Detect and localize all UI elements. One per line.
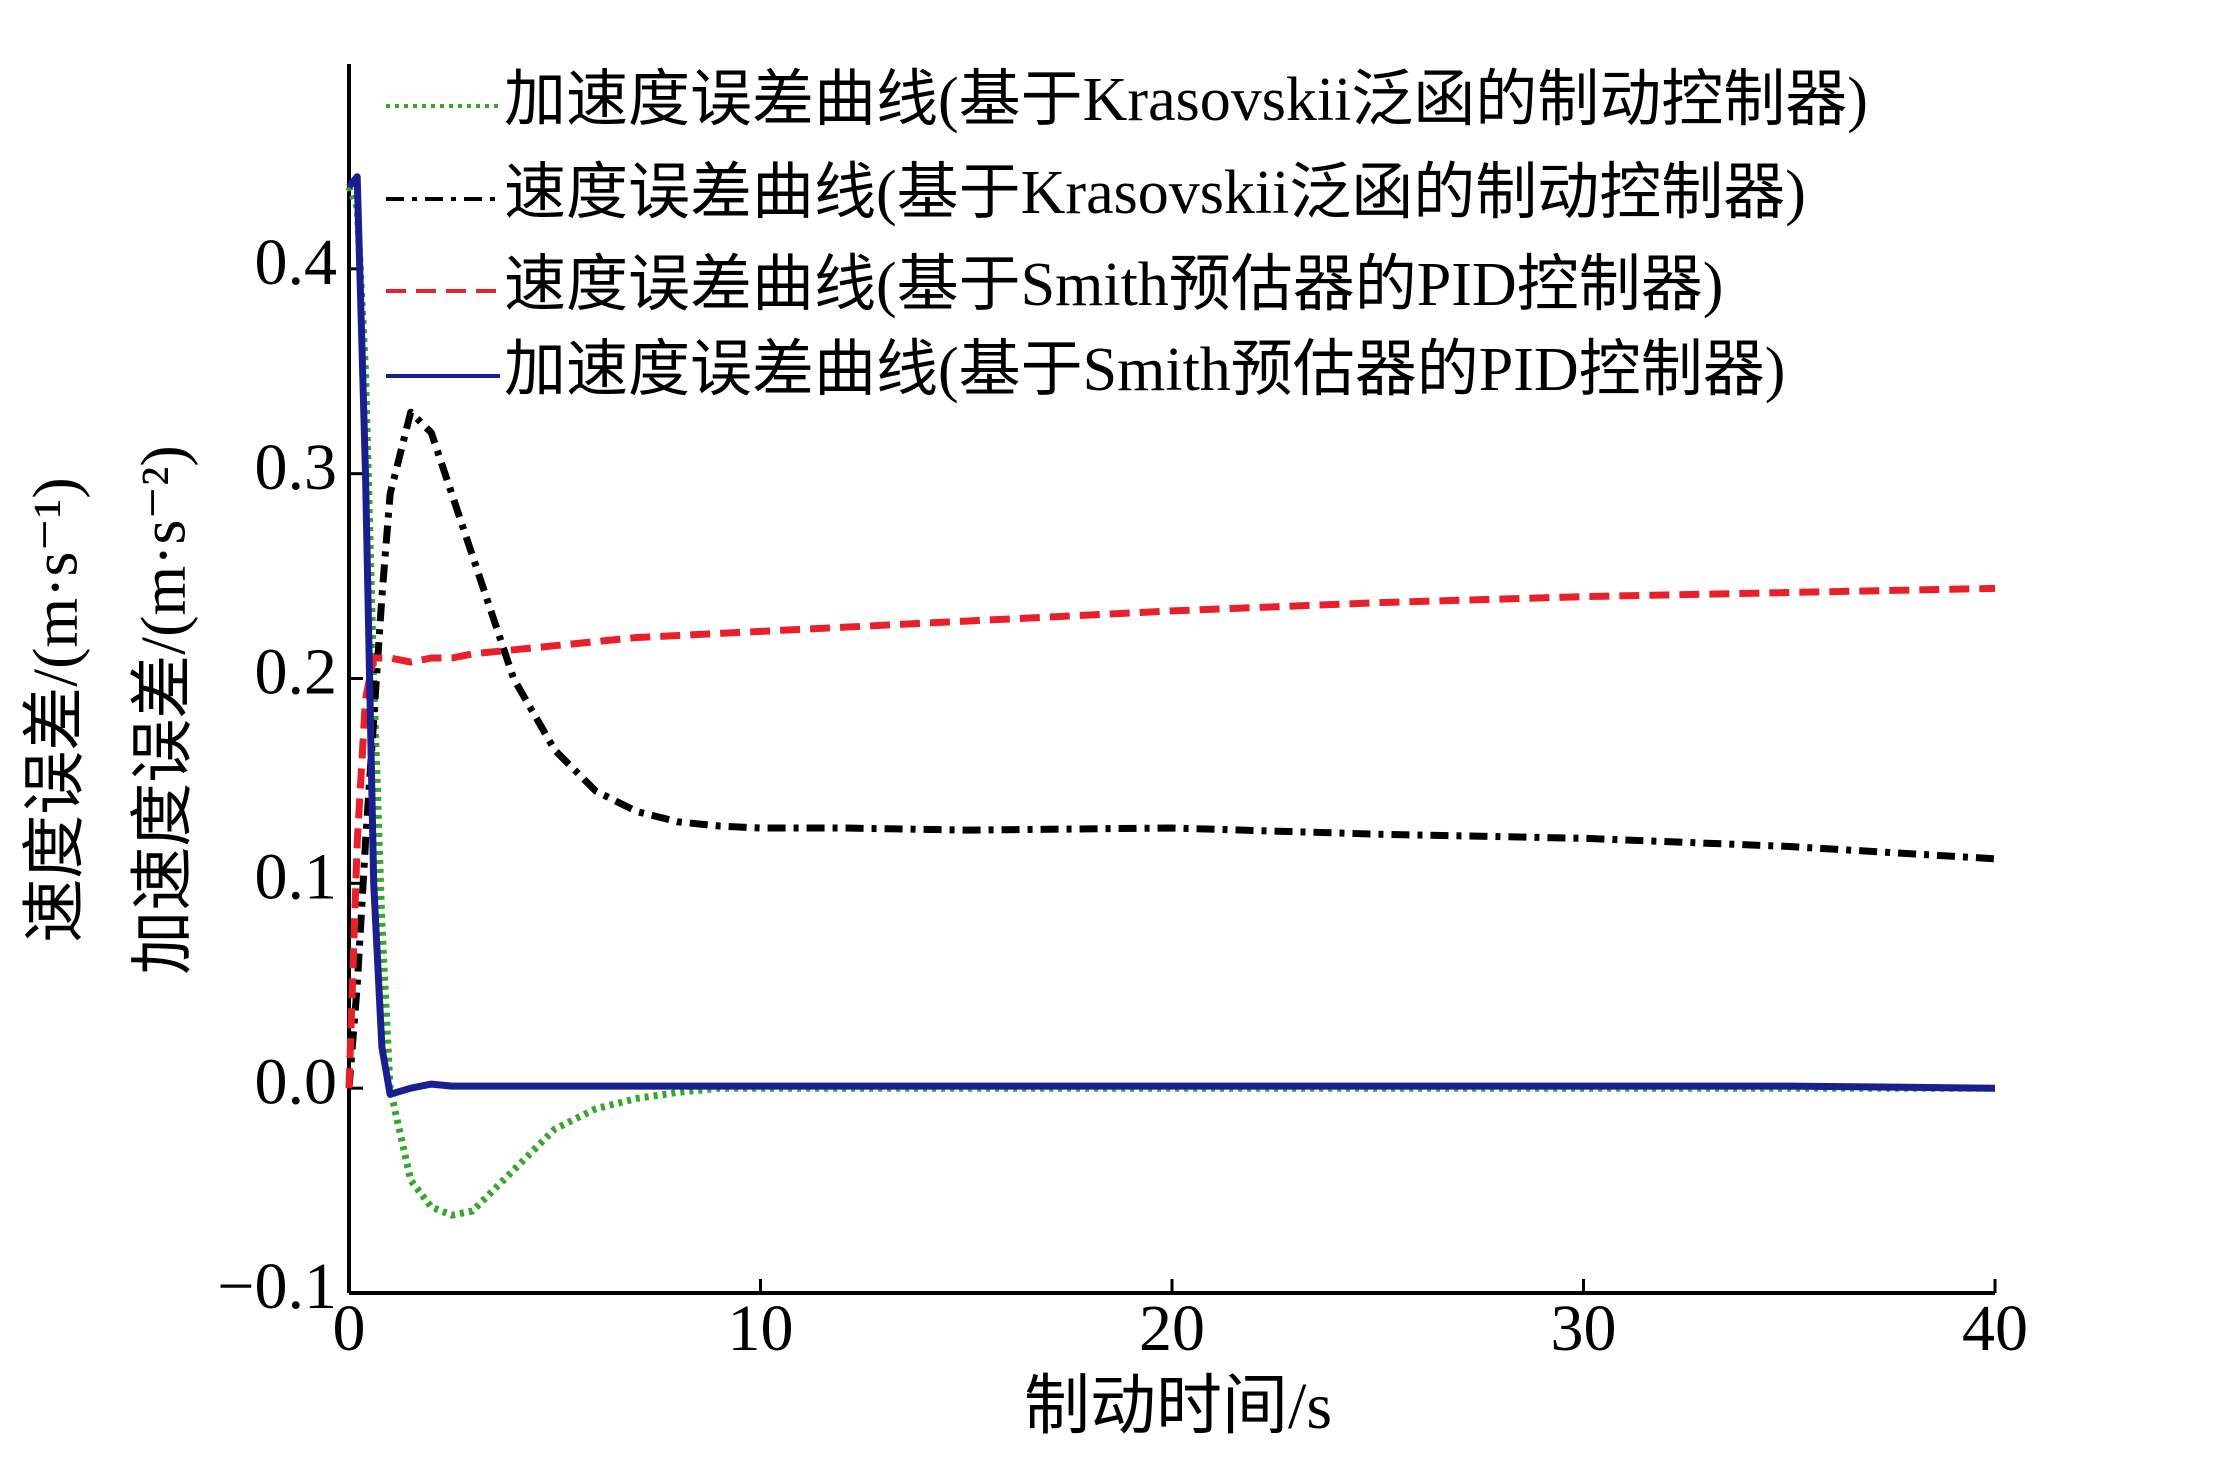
y-axis-label: 速度误差/(m·s⁻¹): [20, 477, 91, 942]
y-tick-label: −0.1: [217, 1250, 337, 1323]
x-tick-label: 40: [1962, 1292, 2028, 1365]
y-tick-label: 0.0: [255, 1045, 338, 1118]
legend-label: 加速度误差曲线(基于Krasovskii泛函的制动控制器): [504, 66, 1868, 134]
series-line: [346, 173, 1996, 1098]
x-tick-label: 30: [1551, 1292, 1617, 1365]
y-tick-label: 0.3: [255, 431, 338, 504]
legend-label: 速度误差曲线(基于Krasovskii泛函的制动控制器): [504, 159, 1806, 227]
x-axis-label: 制动时间/s: [1024, 1370, 1332, 1443]
series-line: [345, 408, 1996, 1089]
legend-label: 速度误差曲线(基于Smith预估器的PID控制器): [504, 251, 1723, 319]
y-tick-label: 0.4: [255, 226, 338, 299]
x-tick-label: 0: [333, 1292, 366, 1365]
x-tick-label: 10: [728, 1292, 794, 1365]
y-axis-label: 加速度误差/(m·s⁻²): [128, 445, 199, 974]
y-tick-label: 0.2: [255, 636, 338, 709]
series-line: [345, 584, 1996, 1089]
x-tick-label: 20: [1139, 1292, 1205, 1365]
y-tick-label: 0.1: [255, 840, 338, 913]
legend-label: 加速度误差曲线(基于Smith预估器的PID控制器): [504, 336, 1785, 404]
